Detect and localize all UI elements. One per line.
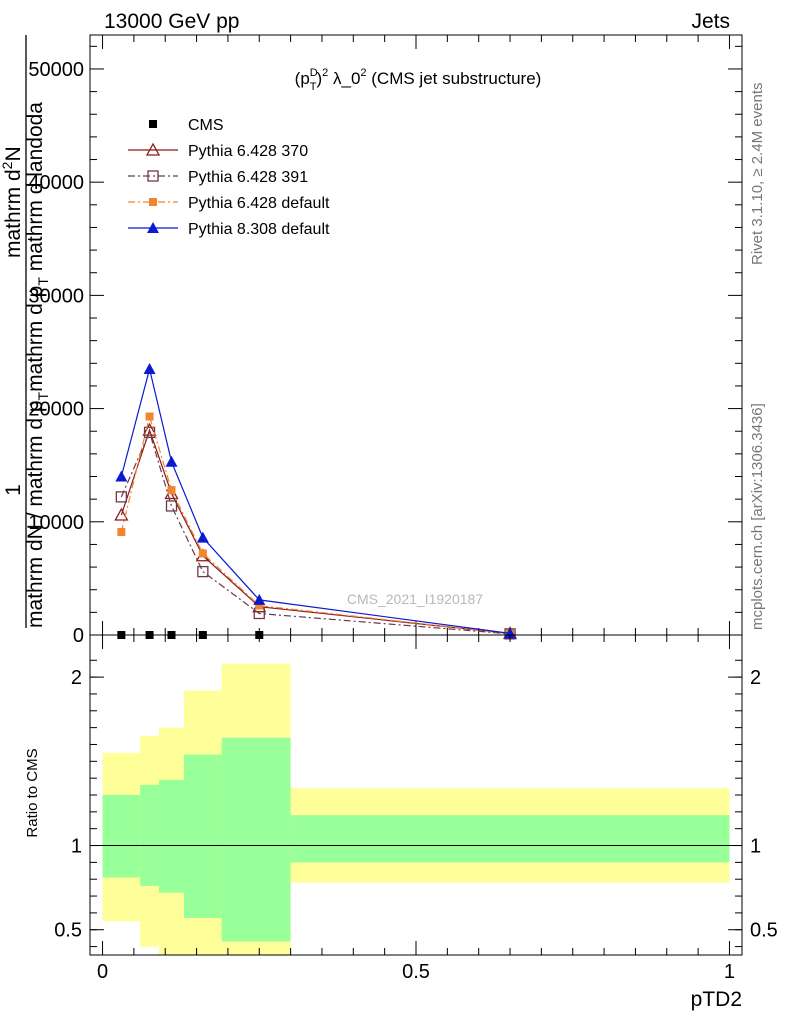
ylabel-numerator: mathrm d2N xyxy=(0,146,25,258)
legend-label: CMS xyxy=(188,117,224,134)
title-sup-3: 2 xyxy=(360,67,366,79)
legend-entry: CMS xyxy=(149,117,224,134)
header-left: 13000 GeV pp xyxy=(104,10,239,33)
x-tick-label: 1 xyxy=(724,961,735,983)
title-sup-d: D xyxy=(310,67,318,79)
main-y-tick-label: 20000 xyxy=(28,399,84,421)
ratio-band-green xyxy=(221,737,291,942)
ratio-y-tick-label-right: 0.5 xyxy=(750,920,778,942)
legend-entry: Pythia 6.428 default xyxy=(128,195,330,212)
ratio-x-axis: 0 0.5 1 xyxy=(97,635,735,983)
x-axis-label: pTD2 xyxy=(691,988,742,1011)
data-point xyxy=(114,507,129,521)
legend-label: Pythia 6.428 370 xyxy=(188,143,308,160)
data-point xyxy=(198,549,207,558)
ratio-band-green xyxy=(158,779,185,893)
chart-title: (pD T)2 λ_02 (CMS jet substructure) xyxy=(295,67,542,93)
legend-marker xyxy=(147,222,159,233)
data-point xyxy=(143,362,156,374)
ratio-y-tick-label: 1 xyxy=(71,836,82,858)
ratio-band-green xyxy=(140,784,159,886)
data-point xyxy=(167,486,176,495)
ratio-y-tick-label-right: 2 xyxy=(750,667,761,689)
legend-marker xyxy=(145,142,161,156)
data-point xyxy=(145,412,154,421)
title-mid: λ_0 xyxy=(328,69,360,88)
ylabel-tail: mathrm d p xyxy=(24,286,47,392)
title-close: ) xyxy=(316,69,322,88)
legend-marker xyxy=(149,120,157,128)
data-point xyxy=(196,531,209,543)
ratio-band-green xyxy=(184,754,222,918)
ylabel-denominator: mathrm dN / mathrm d pTmathrm d pT mathr… xyxy=(24,102,51,628)
x-tick-label: 0 xyxy=(97,961,108,983)
data-point xyxy=(255,601,264,610)
series-line xyxy=(120,414,511,635)
ratio-y-tick-label: 0.5 xyxy=(54,920,82,942)
ylabel-tail-b: mathrm d landoda xyxy=(24,102,47,277)
ratio-y-axis: 0.5 0.5 1 1 2 2 xyxy=(54,659,778,948)
legend-marker xyxy=(147,170,159,182)
ylabel-num-a: mathrm d xyxy=(2,169,25,258)
title-sub-t: T xyxy=(310,81,317,93)
ratio-y-tick-label: 2 xyxy=(71,667,82,689)
data-point xyxy=(253,593,266,605)
ylabel-tail-sub: T xyxy=(35,277,51,286)
data-point xyxy=(197,565,209,578)
series-layer xyxy=(114,362,518,640)
ratio-band-green xyxy=(290,815,730,863)
legend-label: Pythia 8.308 default xyxy=(188,221,330,238)
ratio-bands xyxy=(102,663,730,955)
data-point xyxy=(165,500,178,512)
series-pythia-8-308-default xyxy=(115,362,517,639)
legend-entry: Pythia 6.428 391 xyxy=(128,169,308,186)
legend-entry: Pythia 8.308 default xyxy=(128,221,330,238)
main-y-tick-label: 50000 xyxy=(28,59,84,81)
main-y-tick-label: 40000 xyxy=(28,172,84,194)
data-point xyxy=(117,527,126,536)
analysis-watermark: CMS_2021_I1920187 xyxy=(347,591,483,607)
title-rest: (CMS jet substructure) xyxy=(367,69,542,88)
main-y-tick-label: 0 xyxy=(73,625,84,647)
series-line xyxy=(120,430,511,635)
main-y-tick-label: 30000 xyxy=(28,285,84,307)
ylabel-num-sup: 2 xyxy=(0,161,15,169)
legend-label: Pythia 6.428 default xyxy=(188,195,330,212)
ylabel-num-b: N xyxy=(2,146,25,161)
main-y-tick-label: 10000 xyxy=(28,512,84,534)
ratio-band-green xyxy=(102,795,141,878)
legend-marker xyxy=(149,198,157,206)
main-y-axis: 0 10000 20000 30000 40000 50000 xyxy=(28,45,742,647)
data-point xyxy=(165,455,178,467)
data-point xyxy=(504,627,517,639)
data-point xyxy=(115,470,128,482)
series-line xyxy=(120,368,511,635)
ratio-y-label: Ratio to CMS xyxy=(24,748,41,837)
legend-label: Pythia 6.428 391 xyxy=(188,169,308,186)
legend: CMS Pythia 6.428 370 Pythia 6.428 391 Pythi… xyxy=(128,117,330,238)
rivet-version-text: Rivet 3.1.10, ≥ 2.4M events xyxy=(749,83,766,266)
series-line xyxy=(120,428,511,635)
main-x-ticks xyxy=(102,35,730,635)
ylabel-den-a: mathrm dN / mathrm d p xyxy=(24,400,47,628)
header-right: Jets xyxy=(691,10,730,33)
main-y-label: 1 mathrm dN / mathrm d pTmathrm d pT mat… xyxy=(0,35,51,628)
mcplots-reference-text: mcplots.cern.ch [arXiv:1306.3436] xyxy=(749,403,766,630)
ylabel-one: 1 xyxy=(2,484,25,496)
legend-entry: Pythia 6.428 370 xyxy=(128,142,308,160)
title-base: (p xyxy=(295,69,310,88)
x-tick-label: 0.5 xyxy=(402,961,430,983)
title-sup-2: 2 xyxy=(322,67,328,79)
ratio-y-tick-label-right: 1 xyxy=(750,836,761,858)
ylabel-den-sub: T xyxy=(35,391,51,400)
data-point xyxy=(115,491,127,503)
